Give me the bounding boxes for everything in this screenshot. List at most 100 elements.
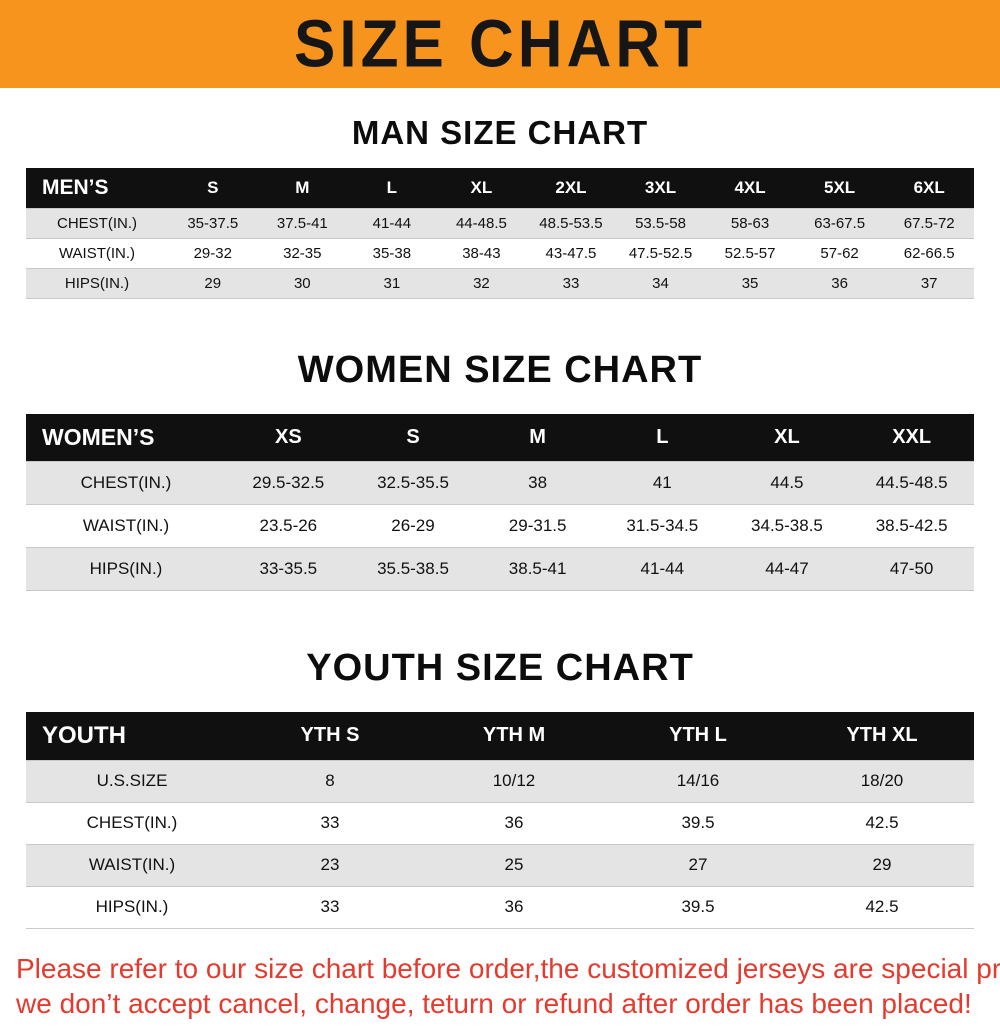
size-column-header: XL	[437, 168, 527, 208]
size-column-header: S	[168, 168, 258, 208]
size-value: 44.5-48.5	[849, 462, 974, 505]
row-label: WAIST(IN.)	[26, 844, 238, 886]
size-value: 41-44	[600, 548, 725, 591]
size-value: 37.5-41	[258, 208, 348, 238]
size-value: 33	[238, 802, 422, 844]
notice-line-2: we don’t accept cancel, change, teturn o…	[16, 986, 986, 1022]
size-value: 47-50	[849, 548, 974, 591]
size-value: 39.5	[606, 886, 790, 928]
notice-line-1: Please refer to our size chart before or…	[16, 951, 986, 987]
size-column-header: L	[347, 168, 437, 208]
table-category-header: MEN’S	[26, 168, 168, 208]
page-title: SIZE CHART	[294, 6, 706, 83]
size-column-header: 4XL	[705, 168, 795, 208]
size-column-header: 6XL	[884, 168, 974, 208]
size-column-header: S	[351, 414, 476, 462]
size-value: 27	[606, 844, 790, 886]
row-label: CHEST(IN.)	[26, 462, 226, 505]
size-value: 30	[258, 268, 348, 298]
size-value: 43-47.5	[526, 238, 616, 268]
size-value: 33	[526, 268, 616, 298]
size-value: 35.5-38.5	[351, 548, 476, 591]
size-value: 41-44	[347, 208, 437, 238]
size-value: 53.5-58	[616, 208, 706, 238]
size-column-header: XS	[226, 414, 351, 462]
size-value: 33-35.5	[226, 548, 351, 591]
size-value: 34.5-38.5	[725, 505, 850, 548]
size-value: 47.5-52.5	[616, 238, 706, 268]
women-size-heading: WOMEN SIZE CHART	[0, 349, 1000, 392]
size-value: 29-31.5	[475, 505, 600, 548]
size-value: 63-67.5	[795, 208, 885, 238]
size-value: 39.5	[606, 802, 790, 844]
size-value: 8	[238, 760, 422, 802]
row-label: CHEST(IN.)	[26, 208, 168, 238]
size-value: 10/12	[422, 760, 606, 802]
size-value: 42.5	[790, 886, 974, 928]
size-column-header: XXL	[849, 414, 974, 462]
size-value: 25	[422, 844, 606, 886]
size-value: 32.5-35.5	[351, 462, 476, 505]
size-value: 38.5-42.5	[849, 505, 974, 548]
size-chart-banner: SIZE CHART	[0, 0, 1000, 88]
size-column-header: YTH L	[606, 712, 790, 760]
size-value: 31.5-34.5	[600, 505, 725, 548]
size-column-header: 3XL	[616, 168, 706, 208]
size-value: 35-37.5	[168, 208, 258, 238]
size-value: 23.5-26	[226, 505, 351, 548]
row-label: WAIST(IN.)	[26, 505, 226, 548]
size-value: 38.5-41	[475, 548, 600, 591]
size-value: 14/16	[606, 760, 790, 802]
size-value: 62-66.5	[884, 238, 974, 268]
size-value: 48.5-53.5	[526, 208, 616, 238]
size-value: 67.5-72	[884, 208, 974, 238]
size-value: 38	[475, 462, 600, 505]
size-value: 29.5-32.5	[226, 462, 351, 505]
row-label: HIPS(IN.)	[26, 886, 238, 928]
size-value: 33	[238, 886, 422, 928]
size-column-header: YTH M	[422, 712, 606, 760]
size-value: 44-48.5	[437, 208, 527, 238]
size-value: 44-47	[725, 548, 850, 591]
size-value: 36	[422, 802, 606, 844]
size-column-header: YTH S	[238, 712, 422, 760]
row-label: U.S.SIZE	[26, 760, 238, 802]
table-category-header: WOMEN’S	[26, 414, 226, 462]
size-value: 29-32	[168, 238, 258, 268]
row-label: WAIST(IN.)	[26, 238, 168, 268]
size-value: 29	[790, 844, 974, 886]
size-column-header: M	[475, 414, 600, 462]
table-category-header: YOUTH	[26, 712, 238, 760]
size-value: 34	[616, 268, 706, 298]
size-value: 42.5	[790, 802, 974, 844]
size-value: 41	[600, 462, 725, 505]
size-value: 44.5	[725, 462, 850, 505]
size-value: 36	[795, 268, 885, 298]
order-notice: Please refer to our size chart before or…	[0, 951, 1000, 1036]
size-value: 37	[884, 268, 974, 298]
row-label: HIPS(IN.)	[26, 268, 168, 298]
youth-size-heading: YOUTH SIZE CHART	[0, 647, 1000, 690]
size-value: 35-38	[347, 238, 437, 268]
size-value: 18/20	[790, 760, 974, 802]
size-value: 52.5-57	[705, 238, 795, 268]
row-label: HIPS(IN.)	[26, 548, 226, 591]
size-value: 57-62	[795, 238, 885, 268]
